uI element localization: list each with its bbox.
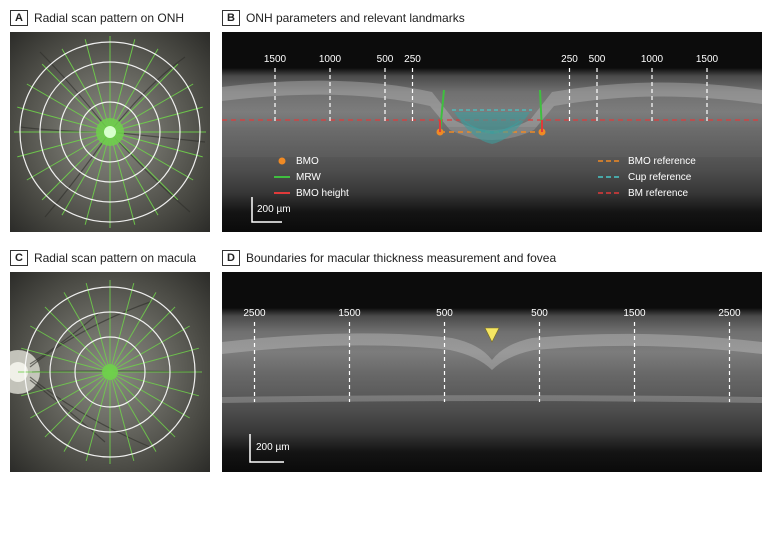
svg-text:1500: 1500 <box>696 54 719 65</box>
svg-text:BM reference: BM reference <box>628 188 688 199</box>
panel-b: B ONH parameters and relevant landmarks <box>222 8 770 232</box>
svg-text:500: 500 <box>377 54 394 65</box>
svg-text:BMO height: BMO height <box>296 188 349 199</box>
panel-c: C Radial scan pattern on macula <box>10 248 210 472</box>
panel-d-image: 2500 1500 500 500 1500 2500 200 µm <box>222 272 762 472</box>
svg-text:Cup reference: Cup reference <box>628 172 692 183</box>
panel-b-title: ONH parameters and relevant landmarks <box>246 11 465 25</box>
svg-text:1500: 1500 <box>338 308 361 319</box>
panel-b-overlay: 1500 1000 500 250 250 500 1000 1500 BMO MRW BMO … <box>222 32 762 232</box>
panel-c-overlay <box>10 272 210 472</box>
panel-b-tag: B <box>222 10 240 26</box>
panel-d-tag: D <box>222 250 240 266</box>
panel-d-overlay: 2500 1500 500 500 1500 2500 200 µm <box>222 272 762 472</box>
panel-a-tag: A <box>10 10 28 26</box>
row-top: A Radial scan pattern on ONH <box>10 8 770 232</box>
panel-b-label: B ONH parameters and relevant landmarks <box>222 10 465 26</box>
panel-b-image: 1500 1000 500 250 250 500 1000 1500 BMO MRW BMO … <box>222 32 762 232</box>
panel-c-label: C Radial scan pattern on macula <box>10 250 196 266</box>
svg-text:1000: 1000 <box>641 54 664 65</box>
svg-text:MRW: MRW <box>296 172 321 183</box>
svg-text:2500: 2500 <box>243 308 266 319</box>
panel-d: D Boundaries for macular thickness measu… <box>222 248 770 472</box>
svg-text:250: 250 <box>404 54 421 65</box>
svg-text:250: 250 <box>561 54 578 65</box>
panel-a-title: Radial scan pattern on ONH <box>34 11 184 25</box>
panel-c-tag: C <box>10 250 28 266</box>
svg-text:1500: 1500 <box>264 54 287 65</box>
row-bottom: C Radial scan pattern on macula <box>10 248 770 472</box>
fovea-arrow-icon <box>485 328 499 342</box>
panel-d-scale: 200 µm <box>256 442 290 453</box>
svg-text:BMO: BMO <box>296 156 319 167</box>
svg-text:500: 500 <box>589 54 606 65</box>
panel-c-image <box>10 272 210 472</box>
svg-text:500: 500 <box>436 308 453 319</box>
panel-a-image <box>10 32 210 232</box>
svg-text:500: 500 <box>531 308 548 319</box>
svg-text:1500: 1500 <box>623 308 646 319</box>
panel-c-title: Radial scan pattern on macula <box>34 251 196 265</box>
panel-d-title: Boundaries for macular thickness measure… <box>246 251 556 265</box>
panel-d-label: D Boundaries for macular thickness measu… <box>222 250 556 266</box>
svg-text:1000: 1000 <box>319 54 342 65</box>
panel-a-overlay <box>10 32 210 232</box>
panel-b-scale: 200 µm <box>257 204 291 215</box>
svg-text:2500: 2500 <box>718 308 741 319</box>
panel-a: A Radial scan pattern on ONH <box>10 8 210 232</box>
panel-a-label: A Radial scan pattern on ONH <box>10 10 184 26</box>
svg-text:BMO reference: BMO reference <box>628 156 696 167</box>
